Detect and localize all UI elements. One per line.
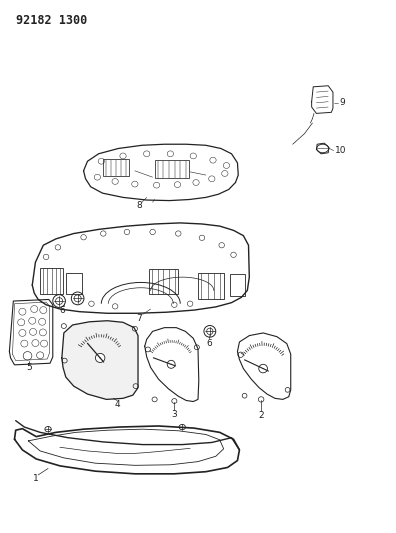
Text: 7: 7 — [136, 313, 142, 322]
Ellipse shape — [167, 360, 175, 368]
Text: 4: 4 — [114, 400, 120, 409]
Polygon shape — [62, 321, 138, 399]
Text: 8: 8 — [136, 201, 142, 211]
Ellipse shape — [259, 365, 267, 373]
Text: 6: 6 — [206, 338, 212, 348]
Text: 92182 1300: 92182 1300 — [17, 14, 88, 27]
Ellipse shape — [95, 353, 105, 362]
Text: 9: 9 — [339, 98, 345, 107]
Text: 5: 5 — [26, 363, 32, 372]
Text: 1: 1 — [33, 474, 39, 482]
Text: 10: 10 — [335, 146, 346, 155]
Text: 6: 6 — [59, 306, 65, 315]
Text: 2: 2 — [258, 411, 264, 420]
Text: 3: 3 — [171, 410, 177, 419]
